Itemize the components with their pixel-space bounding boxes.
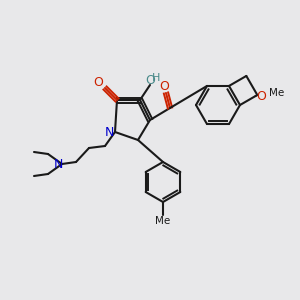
Text: O: O bbox=[257, 89, 266, 103]
Text: O: O bbox=[145, 74, 155, 88]
Text: O: O bbox=[159, 80, 169, 92]
Text: N: N bbox=[53, 158, 63, 170]
Text: O: O bbox=[93, 76, 103, 88]
Text: Me: Me bbox=[269, 88, 285, 98]
Text: Me: Me bbox=[155, 216, 171, 226]
Text: H: H bbox=[152, 73, 160, 83]
Text: N: N bbox=[104, 125, 114, 139]
